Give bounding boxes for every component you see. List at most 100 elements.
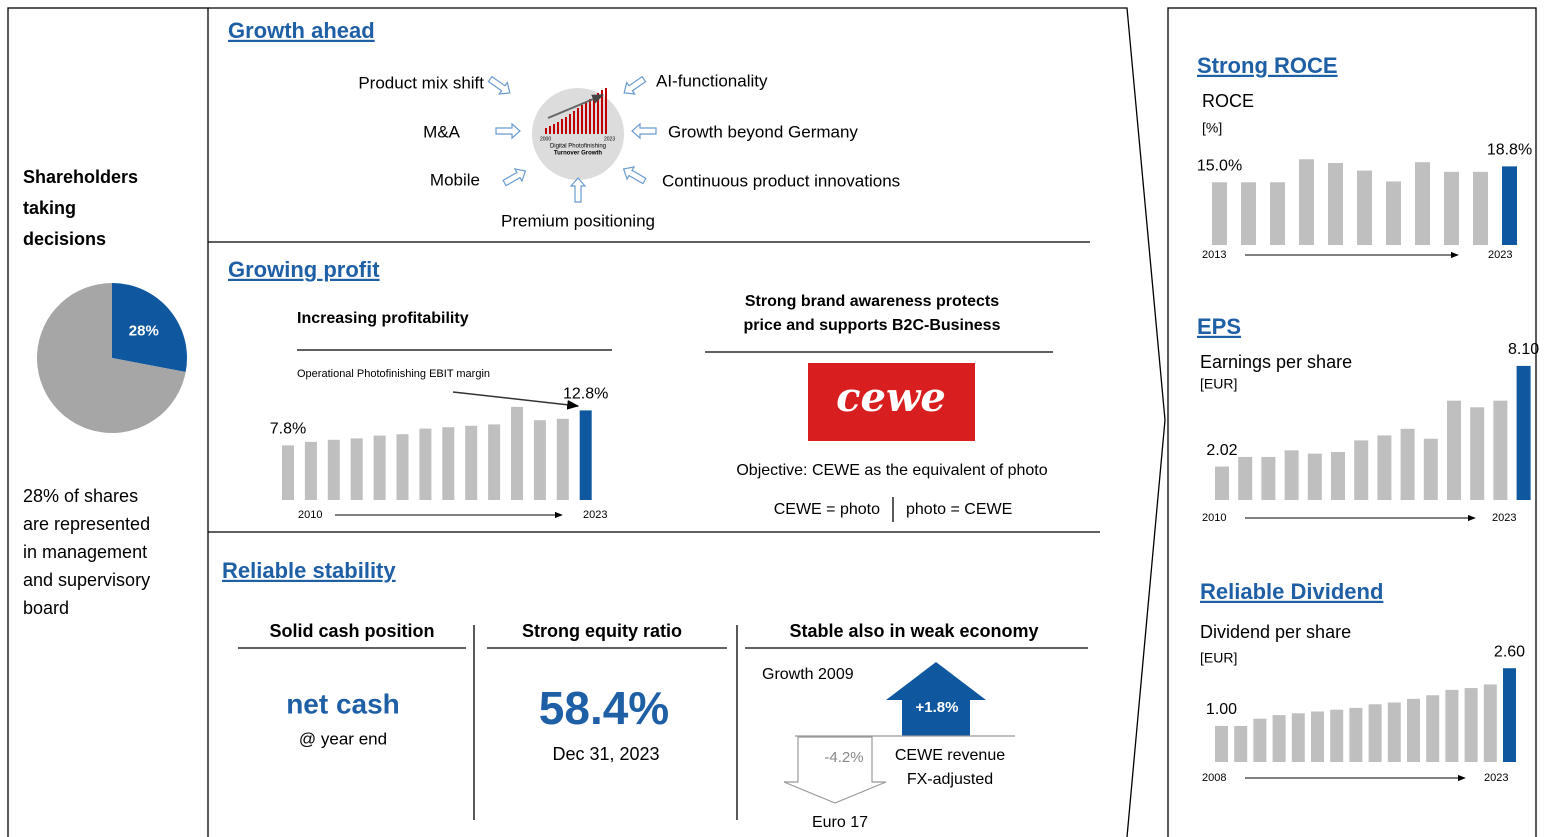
left-text: board — [23, 598, 69, 618]
x-axis-label: 2023 — [1484, 772, 1508, 784]
logo-box — [808, 363, 975, 441]
logo: cewe — [836, 374, 946, 421]
up-arrow — [886, 662, 986, 736]
bar — [1253, 718, 1267, 762]
left-text: and supervisory — [23, 570, 150, 590]
value-label: 2.02 — [1206, 442, 1237, 459]
x-axis-label: 2010 — [1202, 512, 1226, 524]
up-value: +1.8% — [916, 699, 959, 716]
bar — [1272, 715, 1286, 762]
subheading: Strong brand awareness protects — [745, 293, 999, 310]
value-label: 8.10 — [1508, 341, 1539, 358]
value-label: 7.8% — [270, 421, 306, 438]
bar — [465, 425, 478, 500]
bar — [1357, 170, 1372, 245]
bar — [1368, 704, 1382, 762]
bar — [1447, 400, 1461, 500]
bar — [1503, 668, 1516, 762]
bar — [1261, 456, 1276, 500]
bar — [1284, 450, 1299, 500]
bar — [1241, 182, 1256, 245]
bar — [1464, 688, 1478, 762]
bar — [1483, 684, 1497, 762]
section-title: Reliable stability — [222, 558, 396, 583]
bar — [1270, 182, 1285, 245]
chart-title: ROCE — [1202, 91, 1254, 111]
icon-text: 2000 — [540, 136, 551, 142]
bar — [1291, 713, 1305, 762]
equation: CEWE = photo — [774, 501, 880, 518]
up-label: FX-adjusted — [907, 771, 993, 788]
pie-slice — [36, 283, 186, 433]
left-panel — [7, 7, 209, 837]
bar — [1426, 695, 1440, 762]
bar — [1445, 689, 1459, 762]
bar — [1349, 707, 1363, 762]
section-title: Strong ROCE — [1197, 53, 1338, 78]
bar — [282, 445, 294, 500]
driver: Mobile — [430, 170, 480, 189]
bar — [419, 428, 432, 500]
bar — [533, 420, 546, 500]
bar — [1234, 725, 1248, 762]
column-heading: Strong equity ratio — [522, 621, 682, 641]
driver: AI-functionality — [656, 71, 768, 90]
bar — [1407, 698, 1420, 762]
x-axis-label: 2023 — [1488, 249, 1512, 261]
bar — [1470, 407, 1485, 500]
bar — [1307, 453, 1322, 500]
bar — [1299, 159, 1314, 245]
bar — [511, 406, 523, 500]
down-value: -4.2% — [824, 749, 863, 766]
chart-title: Operational Photofinishing EBIT margin — [297, 368, 490, 380]
middle-panel — [208, 7, 1166, 837]
bar — [1444, 171, 1459, 245]
icon-text: Digital Photofinishing — [550, 144, 606, 150]
value-label: 2.60 — [1494, 643, 1525, 660]
driver: Product mix shift — [358, 73, 484, 92]
x-axis-label: 2023 — [583, 509, 607, 521]
bar — [1423, 438, 1438, 500]
objective: Objective: CEWE as the equivalent of pho… — [736, 462, 1047, 479]
bar — [579, 410, 592, 500]
left-text: are represented — [23, 514, 150, 534]
bar — [1386, 181, 1401, 245]
column-heading: Stable also in weak economy — [789, 621, 1038, 641]
big-text: 58.4% — [539, 682, 669, 734]
section-title: Growing profit — [228, 257, 380, 282]
bar — [1473, 171, 1488, 245]
chart-unit: [EUR] — [1200, 376, 1237, 392]
bar — [1238, 456, 1253, 500]
bar — [304, 441, 317, 500]
x-axis-label: 2013 — [1202, 249, 1226, 261]
left-title: decisions — [23, 229, 106, 249]
down-arrow — [783, 736, 887, 804]
driver: Continuous product innovations — [662, 171, 900, 190]
column-heading: Solid cash position — [269, 621, 434, 641]
equation: photo = CEWE — [906, 501, 1012, 518]
section-title: Growth ahead — [228, 18, 375, 43]
subheading: price and supports B2C-Business — [744, 317, 1001, 334]
bar — [1354, 440, 1369, 500]
value-label: 1.00 — [1206, 701, 1237, 718]
driver-arrows — [487, 75, 657, 203]
driver: M&A — [423, 122, 461, 141]
section-title: EPS — [1197, 314, 1241, 339]
x-axis-label: 2023 — [1492, 512, 1516, 524]
bar — [1415, 162, 1430, 245]
bar — [556, 418, 569, 500]
bar — [1400, 428, 1415, 500]
icon-arrow — [547, 94, 605, 119]
bar — [1493, 400, 1508, 500]
chart-title: Earnings per share — [1200, 352, 1352, 372]
down-label: Euro 17 — [812, 814, 868, 831]
right-panel — [1167, 7, 1537, 837]
section-title: Reliable Dividend — [1200, 579, 1383, 604]
icon-text: 2023 — [604, 136, 615, 142]
subheading: Increasing profitability — [297, 310, 469, 327]
trend-arrow — [452, 391, 580, 410]
x-axis-label: 2010 — [298, 509, 322, 521]
up-label: CEWE revenue — [895, 747, 1005, 764]
driver: Growth beyond Germany — [668, 122, 858, 141]
